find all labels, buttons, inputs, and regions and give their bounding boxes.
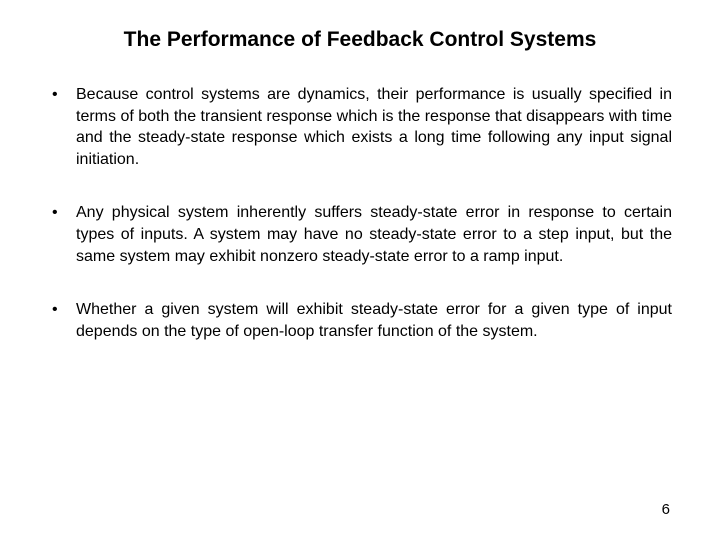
- bullet-list: Because control systems are dynamics, th…: [48, 84, 672, 342]
- slide: The Performance of Feedback Control Syst…: [0, 0, 720, 540]
- bullet-item: Any physical system inherently suffers s…: [48, 202, 672, 267]
- page-number: 6: [662, 501, 670, 518]
- slide-title: The Performance of Feedback Control Syst…: [48, 28, 672, 52]
- bullet-item: Because control systems are dynamics, th…: [48, 84, 672, 170]
- bullet-item: Whether a given system will exhibit stea…: [48, 299, 672, 342]
